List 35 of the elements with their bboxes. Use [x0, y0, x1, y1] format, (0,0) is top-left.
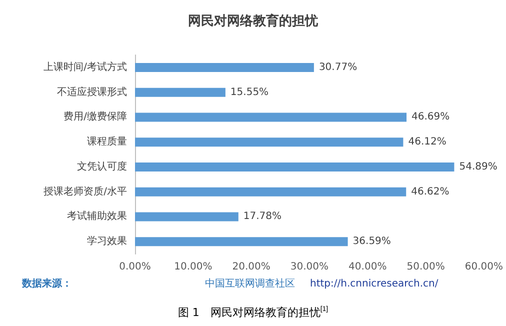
- text: 中国互联网调查社区: [205, 278, 295, 290]
- data-label: 36.59%: [352, 236, 391, 248]
- bar: [135, 212, 238, 222]
- data-label: 15.55%: [230, 86, 269, 98]
- y-tick-label: 费用/缴费保障: [64, 110, 127, 123]
- data-label: 46.69%: [412, 112, 450, 123]
- source-note: 数据来源：: [21, 278, 72, 290]
- x-tick-label: 60.00%: [464, 262, 504, 272]
- data-label: 46.12%: [408, 136, 446, 148]
- bar: [135, 88, 226, 97]
- text: http://h.cnnicresearch.cn/: [310, 278, 439, 290]
- chart-title: 网民对网络教育的担忧: [188, 13, 319, 29]
- x-tick-label: 40.00%: [348, 262, 387, 272]
- x-tick-label: 50.00%: [406, 262, 445, 272]
- x-tick-label: 0.00%: [119, 262, 151, 272]
- y-tick-label: 不适应授课形式: [57, 86, 127, 98]
- y-tick-label: 课程质量: [87, 136, 127, 148]
- bar: [135, 138, 404, 147]
- x-tick-label: 10.00%: [174, 262, 212, 272]
- bar: [135, 112, 407, 122]
- data-label: 17.78%: [243, 211, 282, 222]
- x-tick-label: 30.00%: [290, 262, 329, 272]
- bar: [135, 62, 314, 72]
- data-label: 30.77%: [318, 62, 358, 73]
- y-tick-label: 考试辅助效果: [67, 210, 127, 222]
- bar: [135, 162, 454, 172]
- y-tick-label: 上课时间/考试方式: [44, 60, 127, 73]
- data-label: 54.89%: [459, 161, 498, 172]
- x-tick-label: 20.00%: [232, 262, 270, 272]
- y-tick-label: 授课老师资质/水平: [44, 185, 127, 198]
- data-label: 46.62%: [411, 186, 450, 198]
- bar: [135, 237, 348, 246]
- y-tick-label: 文凭认可度: [77, 160, 127, 172]
- y-tick-label: 学习效果: [87, 235, 127, 248]
- bar: [135, 187, 406, 196]
